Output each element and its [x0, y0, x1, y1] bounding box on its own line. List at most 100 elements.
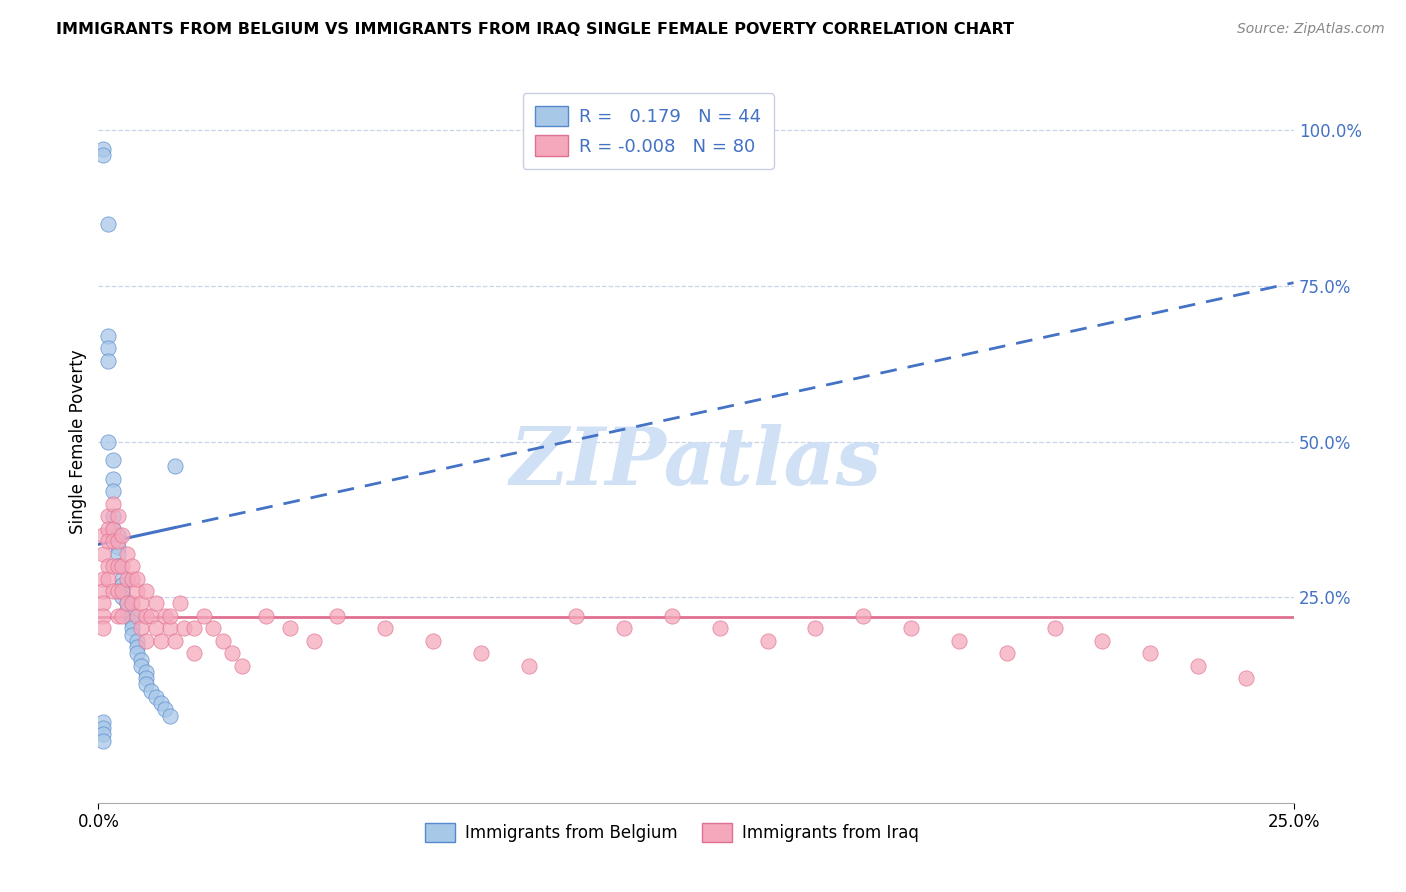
- Point: [159, 621, 181, 635]
- Point: [91, 714, 114, 729]
- Point: [135, 677, 157, 691]
- Point: [101, 484, 124, 499]
- Point: [159, 609, 181, 624]
- Point: [91, 597, 114, 611]
- Point: [101, 584, 124, 599]
- Point: [97, 434, 120, 449]
- Point: [121, 572, 143, 586]
- Point: [149, 633, 172, 648]
- Point: [125, 646, 148, 660]
- Point: [111, 591, 134, 605]
- Point: [91, 547, 114, 561]
- Point: [107, 559, 129, 574]
- Y-axis label: Single Female Poverty: Single Female Poverty: [69, 350, 87, 533]
- Point: [517, 658, 540, 673]
- Point: [101, 497, 124, 511]
- Point: [97, 341, 120, 355]
- Point: [159, 708, 181, 723]
- Point: [125, 609, 148, 624]
- Point: [115, 597, 138, 611]
- Point: [302, 633, 325, 648]
- Point: [91, 584, 114, 599]
- Point: [211, 633, 233, 648]
- Point: [115, 603, 138, 617]
- Point: [111, 572, 134, 586]
- Point: [121, 609, 143, 624]
- Point: [149, 696, 172, 710]
- Point: [121, 627, 143, 641]
- Point: [111, 578, 134, 592]
- Point: [121, 559, 143, 574]
- Point: [91, 721, 114, 735]
- Point: [756, 633, 779, 648]
- Point: [125, 572, 148, 586]
- Point: [163, 633, 186, 648]
- Point: [115, 572, 138, 586]
- Point: [131, 621, 153, 635]
- Point: [91, 727, 114, 741]
- Point: [97, 522, 120, 536]
- Point: [565, 609, 588, 624]
- Point: [125, 584, 148, 599]
- Point: [139, 683, 162, 698]
- Point: [107, 528, 129, 542]
- Point: [101, 522, 124, 536]
- Point: [135, 671, 157, 685]
- Point: [131, 652, 153, 666]
- Point: [101, 522, 124, 536]
- Point: [709, 621, 731, 635]
- Point: [121, 615, 143, 630]
- Point: [804, 621, 827, 635]
- Point: [121, 597, 143, 611]
- Point: [1234, 671, 1257, 685]
- Point: [948, 633, 970, 648]
- Point: [278, 621, 301, 635]
- Point: [91, 142, 114, 156]
- Point: [145, 597, 167, 611]
- Point: [107, 584, 129, 599]
- Point: [115, 597, 138, 611]
- Point: [107, 609, 129, 624]
- Point: [91, 572, 114, 586]
- Point: [613, 621, 636, 635]
- Point: [101, 534, 124, 549]
- Text: ZIPatlas: ZIPatlas: [510, 425, 882, 502]
- Point: [111, 584, 134, 599]
- Point: [422, 633, 444, 648]
- Text: Source: ZipAtlas.com: Source: ZipAtlas.com: [1237, 22, 1385, 37]
- Point: [145, 621, 167, 635]
- Point: [1043, 621, 1066, 635]
- Point: [145, 690, 167, 704]
- Point: [852, 609, 875, 624]
- Point: [183, 646, 205, 660]
- Point: [131, 658, 153, 673]
- Point: [326, 609, 349, 624]
- Point: [163, 459, 186, 474]
- Point: [91, 621, 114, 635]
- Point: [97, 559, 120, 574]
- Point: [97, 534, 120, 549]
- Point: [1091, 633, 1114, 648]
- Point: [107, 541, 129, 555]
- Point: [183, 621, 205, 635]
- Point: [139, 609, 162, 624]
- Point: [91, 528, 114, 542]
- Point: [107, 509, 129, 524]
- Point: [155, 702, 177, 716]
- Point: [111, 584, 134, 599]
- Point: [97, 572, 120, 586]
- Point: [135, 665, 157, 679]
- Point: [121, 621, 143, 635]
- Point: [107, 559, 129, 574]
- Point: [91, 733, 114, 747]
- Point: [374, 621, 396, 635]
- Point: [101, 453, 124, 467]
- Legend: Immigrants from Belgium, Immigrants from Iraq: Immigrants from Belgium, Immigrants from…: [418, 816, 927, 848]
- Point: [91, 609, 114, 624]
- Point: [470, 646, 492, 660]
- Point: [169, 597, 191, 611]
- Point: [111, 559, 134, 574]
- Point: [995, 646, 1018, 660]
- Point: [155, 609, 177, 624]
- Text: IMMIGRANTS FROM BELGIUM VS IMMIGRANTS FROM IRAQ SINGLE FEMALE POVERTY CORRELATIO: IMMIGRANTS FROM BELGIUM VS IMMIGRANTS FR…: [56, 22, 1014, 37]
